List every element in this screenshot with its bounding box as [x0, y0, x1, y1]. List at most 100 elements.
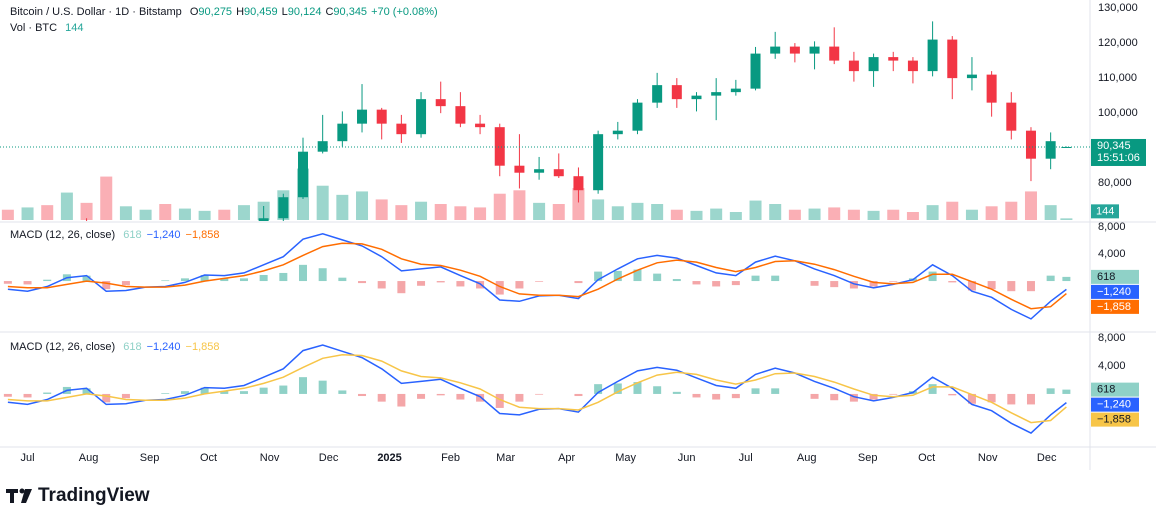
- candle-body: [553, 169, 564, 177]
- histogram-bar: [889, 393, 898, 395]
- ohlc-value: 90,275: [198, 6, 233, 18]
- countdown: 15:51:06: [1097, 152, 1140, 164]
- volume-bar: [887, 209, 900, 220]
- histogram-bar: [23, 281, 32, 285]
- volume-bar: [434, 204, 447, 220]
- candle-body: [337, 123, 348, 142]
- histogram-bar: [731, 393, 740, 399]
- x-tick-label: Aug: [797, 452, 817, 464]
- histogram-bar: [515, 281, 524, 289]
- histogram-bar: [436, 393, 445, 396]
- histogram-bar: [121, 393, 130, 399]
- volume-badge-value: 144: [1096, 205, 1114, 217]
- volume-bar: [906, 212, 919, 220]
- x-tick-label: Oct: [918, 452, 935, 464]
- volume-bar: [336, 194, 349, 220]
- histogram-bar: [987, 393, 996, 403]
- x-tick-label: May: [615, 452, 636, 464]
- volume-bar: [651, 204, 664, 220]
- histogram-bar: [889, 281, 898, 282]
- histogram-bar: [653, 386, 662, 394]
- volume-bar: [218, 209, 231, 220]
- histogram-bar: [751, 275, 760, 282]
- legend-value: −1,240: [146, 229, 181, 241]
- histogram-bar: [318, 268, 327, 282]
- histogram-bar: [298, 377, 307, 394]
- ohlc-item: H90,459: [236, 6, 278, 18]
- volume-bar: [965, 209, 978, 220]
- candle-body: [141, 257, 151, 258]
- volume-bar: [395, 205, 408, 220]
- volume-bar: [493, 193, 506, 220]
- volume-legend: Vol · BTC 144: [10, 22, 89, 34]
- axes: Jul Aug Sep Oct Nov Dec 2025 Feb Mar Apr May Jun Jul…: [21, 2, 1146, 464]
- candle-body: [1025, 130, 1036, 159]
- volume-value: 144: [65, 22, 84, 34]
- candle-body: [1006, 102, 1017, 131]
- histogram-bar: [1046, 275, 1055, 282]
- histogram-bar: [318, 380, 327, 394]
- candle-body: [396, 123, 407, 135]
- histogram-bar: [751, 388, 760, 394]
- x-tick-label: Dec: [319, 452, 339, 464]
- x-tick-label: Sep: [140, 452, 160, 464]
- y-tick-label: 8,000: [1098, 221, 1126, 233]
- histogram-bar: [3, 393, 12, 397]
- legend-value: 618: [123, 341, 142, 353]
- ohlc-value: 90,124: [287, 6, 322, 18]
- volume-bar: [139, 209, 152, 220]
- histogram-bar: [515, 393, 524, 402]
- volume-bar: [926, 205, 939, 220]
- histogram-bar: [495, 281, 504, 295]
- price-panel: [0, 21, 1090, 261]
- histogram-bar: [672, 391, 681, 394]
- volume-bar: [237, 205, 250, 220]
- value-badge: [1091, 269, 1139, 284]
- value-badge-label: −1,858: [1097, 301, 1131, 313]
- volume-bar: [415, 201, 428, 220]
- candle-body: [927, 39, 938, 72]
- x-tick-label: Jul: [739, 452, 753, 464]
- histogram-bar: [417, 281, 426, 286]
- volume-bar: [867, 210, 880, 220]
- histogram-bar: [161, 280, 170, 282]
- ohlc-item: C90,345: [325, 6, 367, 18]
- macd-panel: [3, 233, 1071, 320]
- y-tick-label: 100,000: [1098, 107, 1138, 119]
- volume-bar: [80, 202, 93, 220]
- macd-panel: [3, 344, 1071, 435]
- histogram-bar: [1062, 389, 1071, 394]
- candle-body: [848, 60, 859, 72]
- histogram-bar: [771, 388, 780, 394]
- x-tick-label: Aug: [79, 452, 99, 464]
- volume-bar: [513, 190, 526, 220]
- histogram-bar: [239, 391, 248, 394]
- volume-bar: [769, 204, 782, 220]
- histogram-bar: [810, 393, 819, 399]
- candle-body: [3, 243, 13, 250]
- histogram-bar: [43, 392, 52, 394]
- macd-line: [7, 233, 1067, 320]
- histogram-bar: [298, 264, 307, 282]
- volume-bar: [100, 176, 113, 220]
- x-tick-label: Dec: [1037, 452, 1057, 464]
- ohlc-label: H: [236, 6, 245, 18]
- histogram-bar: [279, 385, 288, 394]
- x-tick-label: Jul: [21, 452, 35, 464]
- volume-bar: [808, 208, 821, 220]
- histogram-bar: [869, 393, 878, 400]
- volume-bar: [572, 188, 585, 220]
- candle-body: [239, 225, 249, 246]
- brand-name: TradingView: [38, 485, 150, 506]
- histogram-bar: [692, 281, 701, 285]
- histogram-bar: [338, 277, 347, 282]
- candle-body: [160, 257, 170, 261]
- volume-bar: [690, 210, 703, 220]
- ohlc-label: O: [189, 6, 199, 18]
- histogram-bar: [23, 393, 32, 398]
- candle-body: [671, 85, 682, 100]
- histogram-bar: [1046, 388, 1055, 394]
- volume-bar: [60, 192, 73, 220]
- histogram-bar: [1026, 281, 1035, 292]
